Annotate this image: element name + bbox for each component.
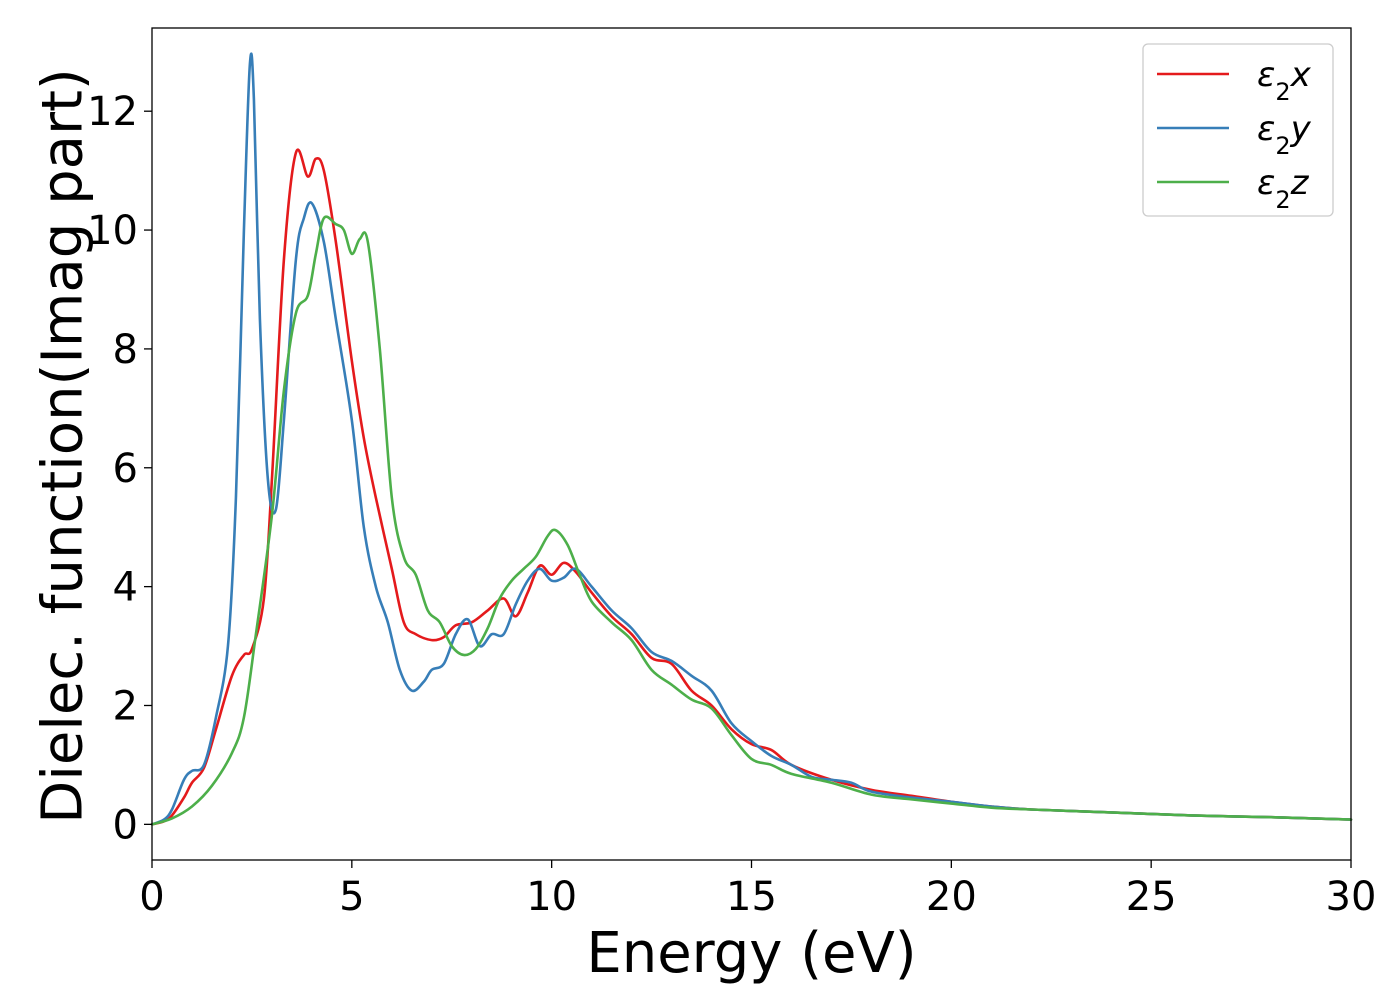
x-tick-label: 25 (1126, 874, 1177, 920)
y-tick-label: 6 (113, 446, 138, 492)
x-tick-label: 20 (926, 874, 977, 920)
y-tick-label: 0 (113, 802, 138, 848)
x-tick-label: 10 (526, 874, 577, 920)
y-tick-label: 2 (113, 683, 138, 729)
series-layer (150, 52, 1353, 826)
y-tick-label: 10 (87, 208, 138, 254)
x-tick-label: 15 (726, 874, 777, 920)
series-line-y (150, 52, 1353, 826)
x-axis-title: Energy (eV) (586, 921, 916, 986)
y-tick-label: 8 (113, 327, 138, 373)
y-axis-title: Dielec. function(Imag part) (31, 68, 96, 824)
legend-label-x: ε2x (1257, 55, 1312, 106)
series-line-x (150, 148, 1353, 826)
series-line-z (150, 215, 1353, 826)
legend-label-z: ε2z (1257, 163, 1310, 214)
x-axis-ticks: 0 5 10 15 20 25 30 (139, 860, 1376, 920)
x-tick-label: 5 (339, 874, 364, 920)
y-axis-ticks: 0 2 4 6 8 10 12 (87, 89, 152, 848)
x-tick-label: 30 (1326, 874, 1377, 920)
x-tick-label: 0 (139, 874, 164, 920)
y-tick-label: 12 (87, 89, 138, 135)
y-tick-label: 4 (113, 565, 138, 611)
legend-label-y: ε2y (1257, 109, 1312, 160)
legend-box (1142, 43, 1334, 217)
